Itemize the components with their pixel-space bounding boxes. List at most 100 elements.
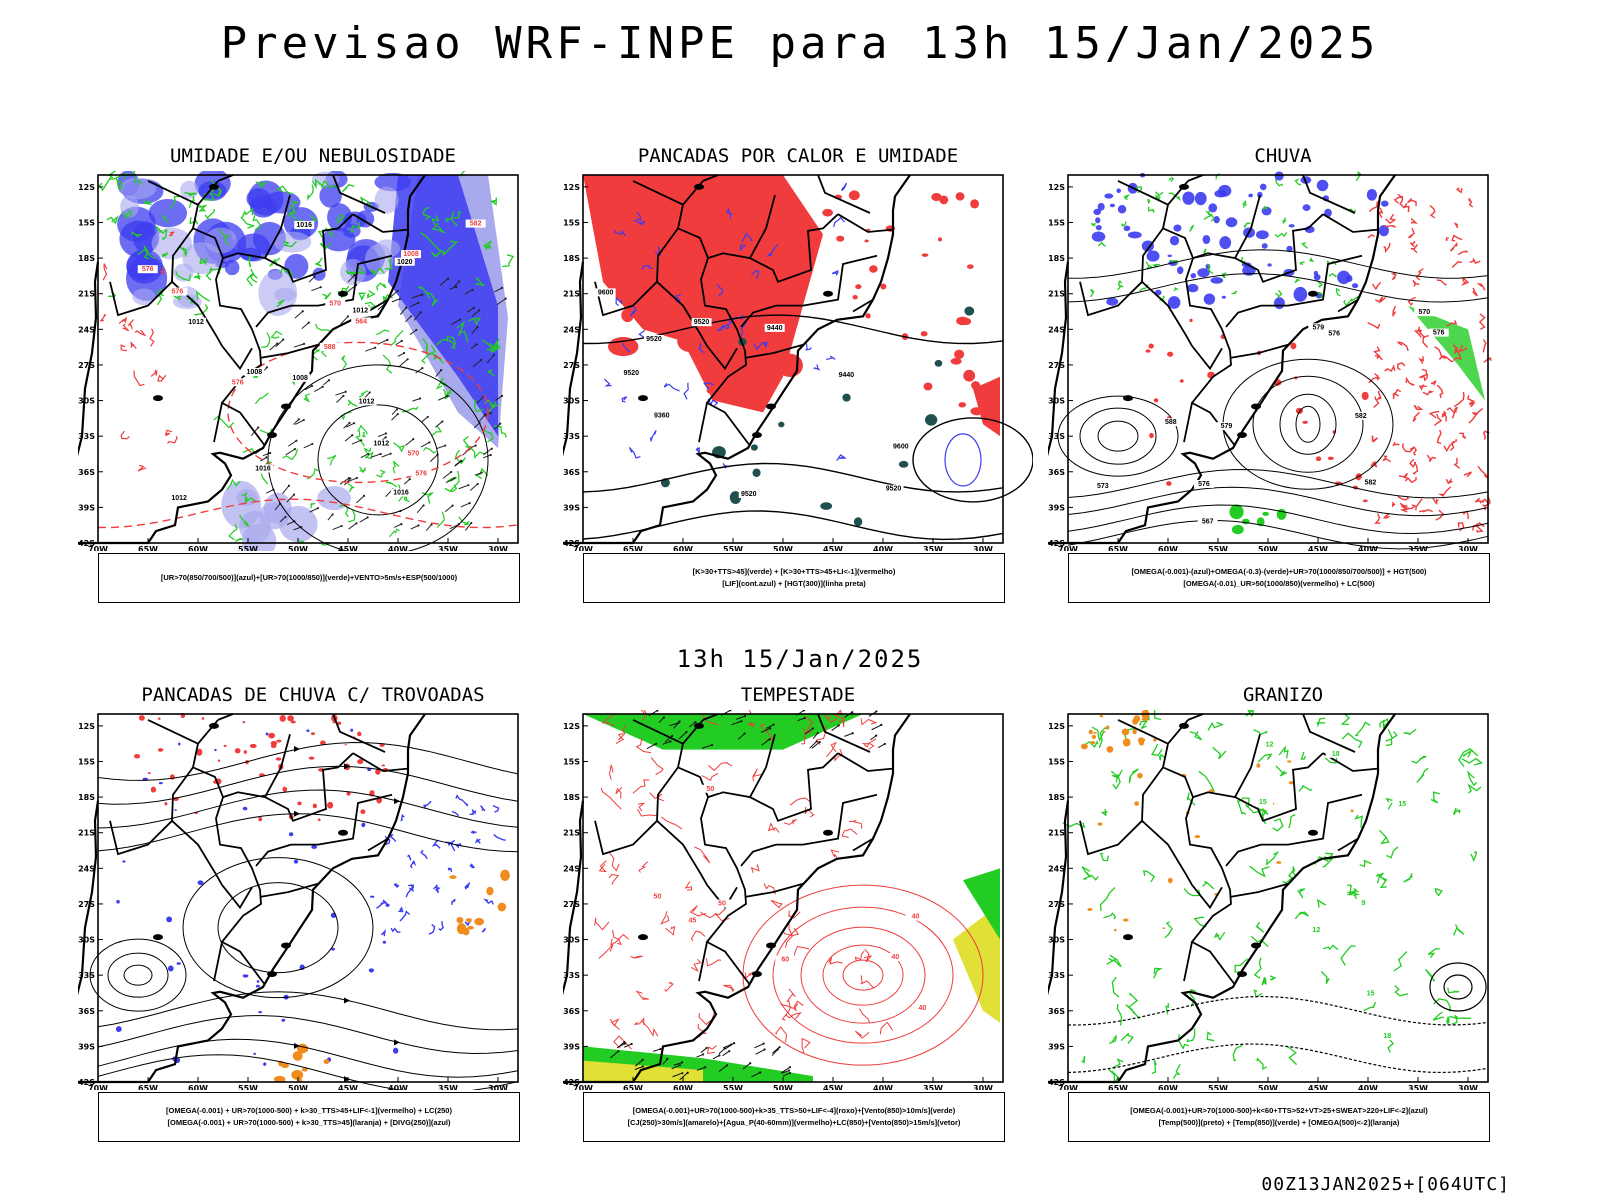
divergence-blue-area <box>454 842 463 849</box>
lon-tick-label: 55W <box>238 545 258 551</box>
instability-red-area <box>655 247 683 268</box>
omega-blue-area <box>1187 283 1199 293</box>
wind-vector <box>641 1065 645 1068</box>
contour-label-bg <box>371 439 392 448</box>
divergence-blue-area <box>469 808 477 815</box>
state-border <box>260 882 319 898</box>
lifted-index-contour <box>753 342 767 351</box>
low-humidity-green-contour <box>255 181 268 189</box>
temp850-contour <box>1108 1035 1117 1045</box>
hgt500-contour <box>1067 504 1489 535</box>
lon-tick-label: 60W <box>1158 1084 1178 1090</box>
wind-vector <box>313 275 316 278</box>
temp850-contour <box>1193 916 1207 928</box>
temp850-contour <box>1432 1011 1445 1021</box>
lifted-index-contour <box>767 244 779 257</box>
precip-water-contour <box>838 716 845 728</box>
thunder-red-area <box>249 743 257 749</box>
instability-red-area <box>769 254 795 277</box>
legend-box: [OMEGA(-0.001) + UR>70(1000-500) + k>30_… <box>98 1092 520 1142</box>
omega-blue-area <box>1167 296 1181 309</box>
lat-tick-label: 24S <box>1048 325 1065 334</box>
wind-vector <box>474 444 477 447</box>
lon-tick-label: 50W <box>288 1084 308 1090</box>
instability-red-area <box>864 239 869 243</box>
low-humidity-green-contour <box>189 217 199 225</box>
low-humidity-green-contour <box>359 466 366 474</box>
wind-vector <box>669 740 672 743</box>
omega-green-area <box>1294 178 1302 186</box>
divergence-blue-area <box>428 924 436 935</box>
temp850-contour <box>1189 730 1203 741</box>
omega-blue-area <box>1259 183 1267 191</box>
low-humidity-green-contour <box>314 257 323 267</box>
rain-red-area <box>1428 410 1440 419</box>
wind-vector <box>411 294 423 299</box>
lat-tick-label: 24S <box>78 864 95 873</box>
temp850-contour <box>1146 710 1162 721</box>
wind-vector <box>302 342 306 346</box>
wind-vector <box>731 720 742 726</box>
rain-red-area <box>1451 261 1462 268</box>
temp850-contour <box>1257 753 1273 763</box>
lat-tick-label: 39S <box>563 503 580 512</box>
temp850-contour <box>1416 767 1429 783</box>
low-humidity-green-contour <box>442 240 459 256</box>
instability-green-area <box>853 517 863 527</box>
lake <box>1237 431 1247 438</box>
wind-vector <box>489 411 492 415</box>
lon-tick-label: 60W <box>673 545 693 551</box>
contour-label: 50 <box>706 786 714 793</box>
state-border <box>1183 402 1193 443</box>
precip-water-contour <box>660 816 683 830</box>
precip-water-contour <box>752 768 762 782</box>
lake <box>281 403 291 410</box>
streamline <box>97 1054 519 1090</box>
low-humidity-green-contour <box>261 332 271 348</box>
wind-vector <box>428 441 431 444</box>
contour-label-bg <box>186 317 207 326</box>
wind-vector <box>419 311 422 314</box>
contour-label-bg <box>1350 411 1371 420</box>
omega500-orange-area <box>1122 738 1131 747</box>
thickness-contour <box>99 313 107 322</box>
lon-tick-label: 40W <box>1358 1084 1378 1090</box>
precip-water-contour <box>638 861 649 873</box>
lat-tick-label: 30S <box>1048 936 1065 945</box>
rain-red-area <box>1179 379 1184 383</box>
low-humidity-green-contour <box>489 401 500 409</box>
wind-vector <box>723 1047 726 1050</box>
instability-red-area <box>966 264 974 269</box>
lifted-index-contour <box>615 296 623 307</box>
precip-water-contour <box>780 1003 799 1009</box>
precip-water-contour <box>793 1000 804 1012</box>
lifted-index-contour <box>641 265 654 270</box>
wind-vector <box>287 484 291 487</box>
thunder-orange-area <box>291 1069 304 1080</box>
contour-label: 1016 <box>296 222 312 229</box>
streamline-vortex <box>89 938 187 1012</box>
panel-umidade: UMIDADE E/OU NEBULOSIDADE 1012 1012 1012 10… <box>78 145 548 625</box>
precip-water-contour <box>640 710 648 721</box>
rain-red-area <box>1410 217 1418 224</box>
rain-red-area <box>1383 242 1391 254</box>
temp850-contour <box>1403 728 1417 736</box>
legend-line: [OMEGA(-0.001) + UR>70(1000-500) + k>30_… <box>167 1118 451 1127</box>
rain-red-area <box>1483 356 1492 364</box>
wind-vector <box>494 287 503 293</box>
state-border <box>1141 281 1223 371</box>
rain-red-area <box>1482 430 1490 440</box>
wind-vector <box>419 397 422 400</box>
precip-water-contour <box>833 710 843 719</box>
contour-label-bg <box>738 489 759 498</box>
low-humidity-green-contour <box>431 222 445 234</box>
rain-red-area <box>1404 504 1417 510</box>
lc850-streamline <box>842 959 884 991</box>
wind-vector <box>769 727 772 730</box>
lat-tick-label: 21S <box>78 290 95 299</box>
state-border <box>707 752 839 822</box>
lon-tick-label: 70W <box>88 545 108 551</box>
temp850-contour <box>1109 954 1122 968</box>
temp850-contour <box>1158 753 1166 761</box>
lon-tick-label: 50W <box>1258 545 1278 551</box>
